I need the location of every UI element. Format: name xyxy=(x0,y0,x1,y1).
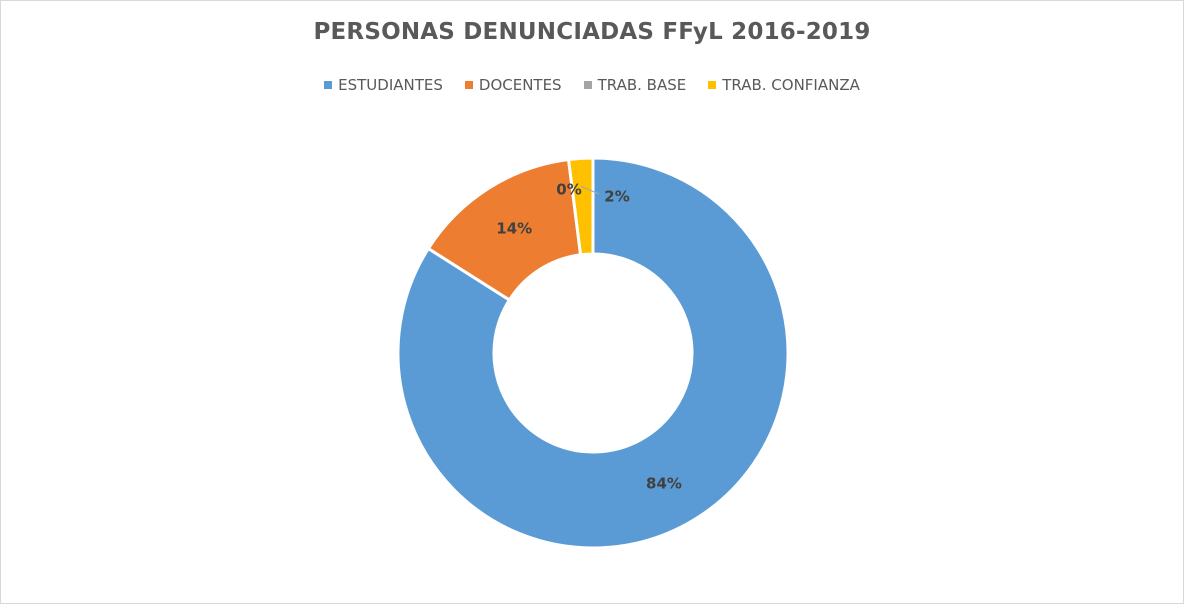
slice-trab-confianza xyxy=(566,156,595,257)
data-label-trab-confianza: 2% xyxy=(604,188,629,206)
data-label-estudiantes: 84% xyxy=(646,475,682,493)
slice-estudiantes xyxy=(396,156,790,550)
legend-swatch-estudiantes xyxy=(324,81,333,89)
chart-title: PERSONAS DENUNCIADAS FFyL 2016-2019 xyxy=(313,19,871,45)
legend-swatch-docentes xyxy=(464,81,473,89)
legend-item-docentes: DOCENTES xyxy=(464,76,562,94)
data-label-trab-base: 0% xyxy=(556,181,581,199)
legend-item-trab-confianza: TRAB. CONFIANZA xyxy=(708,76,860,94)
legend-item-trab-base: TRAB. BASE xyxy=(583,76,687,94)
legend-swatch-trab-base xyxy=(583,81,592,89)
legend-label-estudiantes: ESTUDIANTES xyxy=(338,76,443,94)
legend-label-trab-confianza: TRAB. CONFIANZA xyxy=(722,76,860,94)
legend-label-trab-base: TRAB. BASE xyxy=(597,76,687,94)
leader-line-trab-confianza xyxy=(580,185,600,195)
legend-item-estudiantes: ESTUDIANTES xyxy=(324,76,443,94)
legend-swatch-trab-confianza xyxy=(708,81,717,89)
data-label-docentes: 14% xyxy=(496,219,532,237)
chart-legend: ESTUDIANTES DOCENTES TRAB. BASE TRAB. CO… xyxy=(1,76,1183,94)
legend-label-docentes: DOCENTES xyxy=(478,76,562,94)
